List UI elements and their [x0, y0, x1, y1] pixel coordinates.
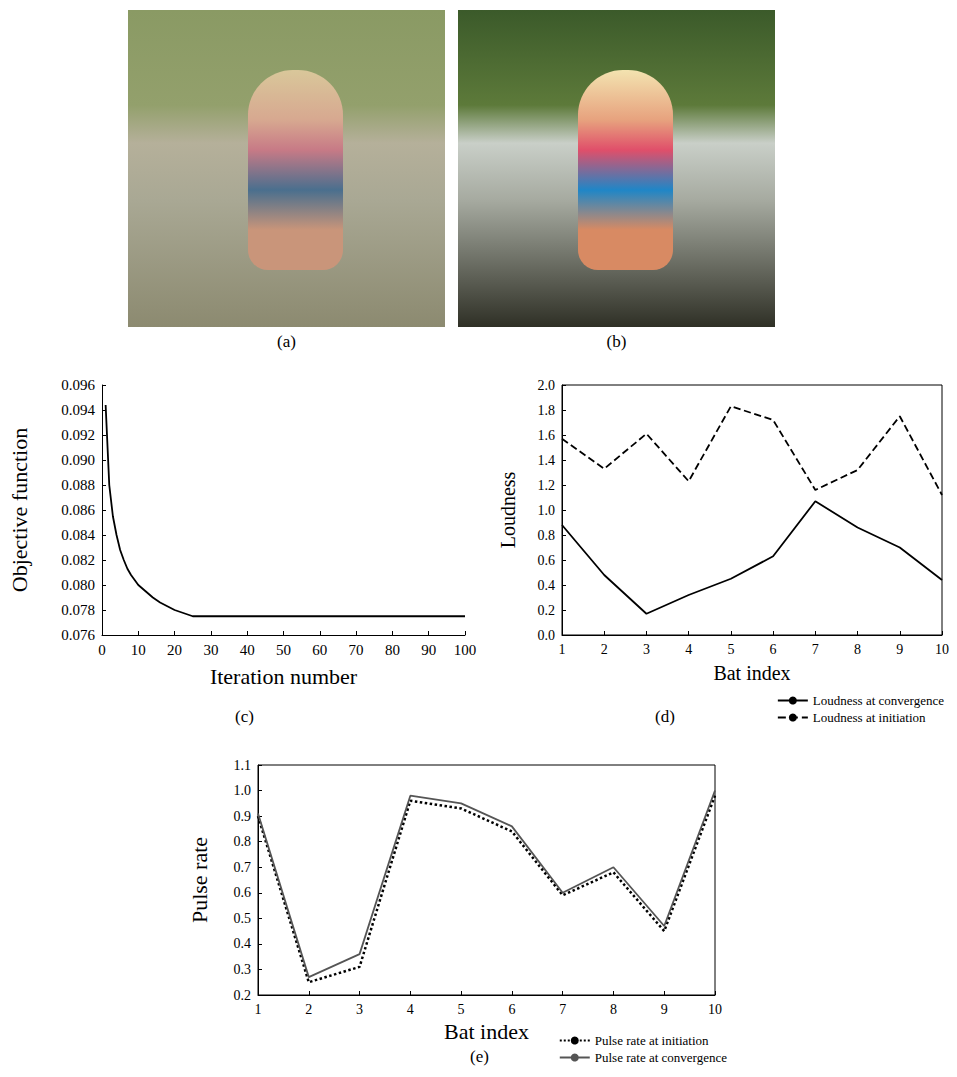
- svg-text:5: 5: [727, 642, 734, 657]
- svg-text:2: 2: [601, 642, 608, 657]
- svg-text:0.076: 0.076: [61, 627, 95, 643]
- svg-text:Pulse rate at convergence: Pulse rate at convergence: [595, 1050, 727, 1065]
- svg-text:7: 7: [559, 1002, 566, 1017]
- html-text:(a): (a): [277, 332, 296, 351]
- svg-text:(d): (d): [655, 707, 675, 726]
- svg-text:(c): (c): [235, 707, 254, 726]
- svg-text:2: 2: [305, 1002, 312, 1017]
- svg-text:Objective function: Objective function: [7, 428, 32, 592]
- svg-text:(e): (e): [470, 1047, 489, 1066]
- svg-text:10: 10: [708, 1002, 722, 1017]
- svg-text:10: 10: [935, 642, 949, 657]
- html-text:(b): (b): [606, 332, 627, 351]
- svg-text:70: 70: [349, 642, 364, 658]
- svg-text:0.2: 0.2: [538, 603, 556, 618]
- svg-text:3: 3: [356, 1002, 363, 1017]
- svg-text:1: 1: [559, 642, 566, 657]
- svg-text:1.0: 1.0: [234, 783, 252, 798]
- svg-text:80: 80: [385, 642, 400, 658]
- svg-text:0.6: 0.6: [538, 553, 556, 568]
- svg-text:0.096: 0.096: [61, 377, 95, 393]
- svg-text:Pulse rate at initiation: Pulse rate at initiation: [595, 1033, 709, 1048]
- svg-text:3: 3: [643, 642, 650, 657]
- svg-text:1.2: 1.2: [538, 478, 556, 493]
- svg-text:8: 8: [610, 1002, 617, 1017]
- svg-text:0.0: 0.0: [538, 628, 556, 643]
- svg-text:0.8: 0.8: [538, 528, 556, 543]
- svg-text:9: 9: [661, 1002, 668, 1017]
- svg-text:50: 50: [276, 642, 291, 658]
- svg-text:0.084: 0.084: [61, 527, 95, 543]
- svg-text:1.6: 1.6: [538, 428, 556, 443]
- svg-text:30: 30: [203, 642, 218, 658]
- svg-text:6: 6: [508, 1002, 515, 1017]
- svg-text:0.2: 0.2: [234, 988, 252, 1003]
- svg-text:0: 0: [98, 642, 106, 658]
- svg-text:0.4: 0.4: [538, 578, 556, 593]
- svg-text:10: 10: [131, 642, 146, 658]
- svg-text:0.090: 0.090: [61, 452, 95, 468]
- svg-text:0.8: 0.8: [234, 834, 252, 849]
- svg-text:100: 100: [454, 642, 477, 658]
- svg-text:40: 40: [240, 642, 255, 658]
- svg-text:Loudness at convergence: Loudness at convergence: [813, 693, 944, 708]
- svg-text:0.086: 0.086: [61, 502, 95, 518]
- svg-text:6: 6: [770, 642, 777, 657]
- svg-text:0.4: 0.4: [234, 936, 252, 951]
- svg-text:0.3: 0.3: [234, 962, 252, 977]
- svg-text:60: 60: [312, 642, 327, 658]
- svg-text:0.5: 0.5: [234, 911, 252, 926]
- svg-text:2.0: 2.0: [538, 378, 556, 393]
- svg-text:4: 4: [685, 642, 692, 657]
- svg-text:Bat index: Bat index: [444, 1019, 529, 1044]
- svg-text:9: 9: [896, 642, 903, 657]
- svg-text:Iteration number: Iteration number: [210, 664, 358, 689]
- svg-text:1.1: 1.1: [234, 758, 252, 773]
- svg-text:1.8: 1.8: [538, 403, 556, 418]
- svg-text:1: 1: [255, 1002, 262, 1017]
- svg-text:0.078: 0.078: [61, 602, 95, 618]
- svg-text:0.9: 0.9: [234, 809, 252, 824]
- svg-text:1.4: 1.4: [538, 453, 556, 468]
- svg-text:8: 8: [854, 642, 861, 657]
- svg-text:0.7: 0.7: [234, 860, 252, 875]
- svg-text:0.6: 0.6: [234, 885, 252, 900]
- svg-text:Loudness: Loudness: [497, 471, 519, 548]
- svg-text:7: 7: [812, 642, 819, 657]
- svg-text:90: 90: [421, 642, 436, 658]
- svg-text:Bat index: Bat index: [713, 662, 790, 684]
- svg-text:Pulse rate: Pulse rate: [187, 837, 212, 923]
- svg-text:Loudness at initiation: Loudness at initiation: [813, 710, 926, 725]
- svg-text:0.094: 0.094: [61, 402, 95, 418]
- svg-text:5: 5: [458, 1002, 465, 1017]
- svg-text:0.080: 0.080: [61, 577, 95, 593]
- svg-text:20: 20: [167, 642, 182, 658]
- svg-text:1.0: 1.0: [538, 503, 556, 518]
- svg-text:0.088: 0.088: [61, 477, 95, 493]
- svg-text:4: 4: [407, 1002, 414, 1017]
- svg-text:0.092: 0.092: [61, 427, 95, 443]
- svg-text:0.082: 0.082: [61, 552, 95, 568]
